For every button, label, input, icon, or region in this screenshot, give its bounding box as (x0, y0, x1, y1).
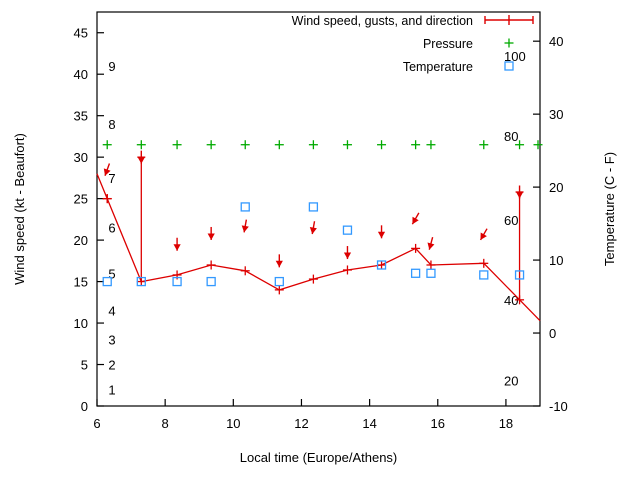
x-tick-label: 18 (499, 416, 513, 431)
wind-direction-arrowhead (275, 260, 283, 268)
x-axis-label: Local time (Europe/Athens) (240, 450, 398, 465)
y-tick-label: 10 (74, 316, 88, 331)
temperature-marker (240, 202, 250, 212)
temperature-marker (376, 260, 387, 270)
wind-direction-arrowhead (516, 192, 524, 199)
temperature-marker (410, 268, 421, 278)
legend-label-2: Temperature (403, 60, 473, 74)
beaufort-label: 9 (108, 59, 115, 74)
plot-frame (96, 11, 541, 407)
x-tick-label: 6 (93, 416, 100, 431)
temperature-marker (136, 276, 146, 287)
x-tick-label: 12 (294, 416, 308, 431)
y-axis-label: Wind speed (kt - Beaufort) (12, 133, 27, 285)
y-tick-label: 15 (74, 275, 88, 290)
beaufort-label: 2 (108, 358, 115, 373)
beaufort-label: 7 (108, 171, 115, 186)
wind-direction-arrowhead (309, 227, 317, 235)
legend-label-0: Wind speed, gusts, and direction (292, 14, 473, 28)
beaufort-label: 4 (108, 304, 115, 319)
y-tick-label: 25 (74, 192, 88, 207)
x-tick-label: 8 (162, 416, 169, 431)
y-tick-label: 20 (74, 233, 88, 248)
temperature-marker (426, 268, 436, 278)
y2-tick-label: 10 (549, 253, 563, 268)
fahrenheit-label: 40 (504, 293, 518, 308)
temperature-marker (172, 276, 182, 287)
y2-tick-label: -10 (549, 399, 568, 414)
fahrenheit-label: 80 (504, 129, 518, 144)
y2-tick-label: 40 (549, 34, 563, 49)
legend-label-1: Pressure (423, 37, 473, 51)
fahrenheit-label: 60 (504, 213, 518, 228)
wind-direction-arrowhead (241, 225, 249, 233)
beaufort-label: 5 (108, 266, 115, 281)
x-tick-label: 16 (431, 416, 445, 431)
beaufort-label: 8 (108, 117, 115, 132)
beaufort-label: 6 (108, 221, 115, 236)
wind-direction-arrowhead (103, 168, 111, 176)
y-tick-label: 0 (81, 399, 88, 414)
fahrenheit-label: 20 (504, 373, 518, 388)
wind-direction-arrowhead (343, 252, 352, 259)
wind-direction-arrowhead (137, 157, 145, 164)
wind-direction-arrowhead (207, 233, 215, 240)
temperature-marker (206, 276, 216, 287)
legend-symbol-square (504, 61, 514, 71)
beaufort-label: 3 (108, 333, 115, 348)
y-tick-label: 30 (74, 150, 88, 165)
temperature-marker (308, 202, 319, 212)
x-tick-label: 10 (226, 416, 240, 431)
x-tick-label: 14 (362, 416, 376, 431)
wind-speed-line (96, 173, 541, 322)
wind-direction-arrowhead (427, 242, 435, 250)
y-tick-label: 45 (74, 26, 88, 41)
wind-direction-arrowhead (480, 232, 487, 240)
y2-axis-label: Temperature (C - F) (602, 152, 617, 266)
wind-direction-arrowhead (377, 231, 386, 239)
temperature-marker (479, 270, 489, 280)
wind-direction-arrowhead (412, 216, 419, 225)
y2-tick-label: 30 (549, 107, 563, 122)
wind-direction-arrowhead (173, 244, 181, 251)
y-tick-label: 35 (74, 109, 88, 124)
temperature-marker (102, 276, 112, 287)
y-tick-label: 5 (81, 358, 88, 373)
y2-tick-label: 0 (549, 326, 556, 341)
beaufort-label: 1 (108, 382, 115, 397)
temperature-marker (342, 225, 353, 235)
y-tick-label: 40 (74, 67, 88, 82)
fahrenheit-label: 100 (504, 49, 526, 64)
y2-tick-label: 20 (549, 180, 563, 195)
temperature-marker (274, 276, 284, 287)
temperature-marker (514, 270, 525, 280)
